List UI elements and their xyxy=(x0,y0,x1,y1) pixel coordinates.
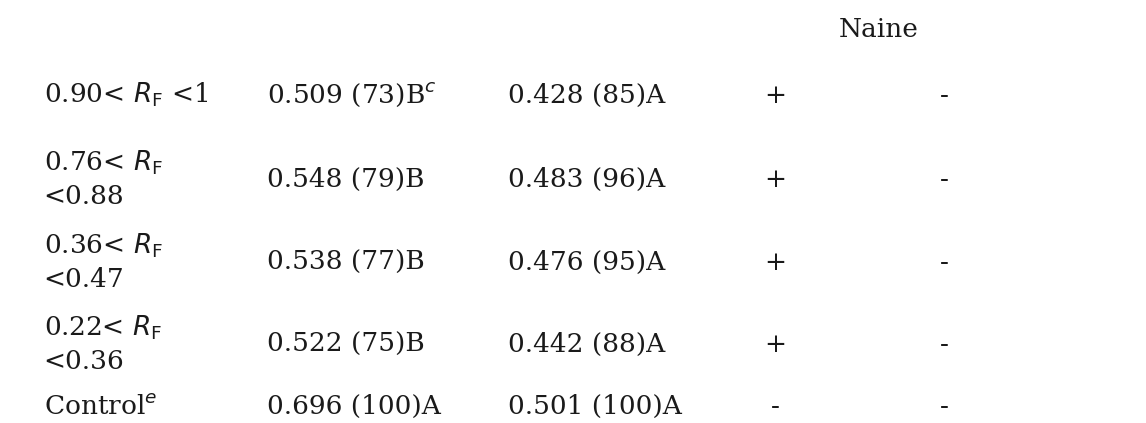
Text: +: + xyxy=(764,332,786,357)
Text: 0.483 (96)A: 0.483 (96)A xyxy=(508,167,665,192)
Text: -: - xyxy=(940,82,949,108)
Text: 0.90< $R_{\mathrm{F}}$ <1: 0.90< $R_{\mathrm{F}}$ <1 xyxy=(44,81,209,110)
Text: Naine: Naine xyxy=(839,17,919,42)
Text: -: - xyxy=(770,393,779,419)
Text: 0.76< $R_{\mathrm{F}}$: 0.76< $R_{\mathrm{F}}$ xyxy=(44,148,163,177)
Text: 0.501 (100)A: 0.501 (100)A xyxy=(508,393,682,419)
Text: -: - xyxy=(940,332,949,357)
Text: +: + xyxy=(764,167,786,192)
Text: 0.428 (85)A: 0.428 (85)A xyxy=(508,82,665,108)
Text: <0.36: <0.36 xyxy=(44,349,125,374)
Text: 0.538 (77)B: 0.538 (77)B xyxy=(267,250,425,275)
Text: 0.548 (79)B: 0.548 (79)B xyxy=(267,167,425,192)
Text: 0.36< $R_{\mathrm{F}}$: 0.36< $R_{\mathrm{F}}$ xyxy=(44,231,163,260)
Text: Control$^{e}$: Control$^{e}$ xyxy=(44,393,157,419)
Text: +: + xyxy=(764,250,786,275)
Text: +: + xyxy=(764,82,786,108)
Text: 0.509 (73)B$^{c}$: 0.509 (73)B$^{c}$ xyxy=(267,81,437,109)
Text: 0.696 (100)A: 0.696 (100)A xyxy=(267,393,441,419)
Text: 0.442 (88)A: 0.442 (88)A xyxy=(508,332,665,357)
Text: -: - xyxy=(940,167,949,192)
Text: <0.47: <0.47 xyxy=(44,266,125,292)
Text: -: - xyxy=(940,393,949,419)
Text: 0.476 (95)A: 0.476 (95)A xyxy=(508,250,665,275)
Text: -: - xyxy=(940,250,949,275)
Text: 0.522 (75)B: 0.522 (75)B xyxy=(267,332,425,357)
Text: 0.22< $R_{\mathrm{F}}$: 0.22< $R_{\mathrm{F}}$ xyxy=(44,313,162,342)
Text: <0.88: <0.88 xyxy=(44,184,124,209)
